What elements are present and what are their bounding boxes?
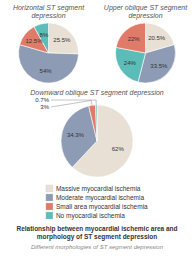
legend-swatch [46,194,53,201]
main-title: Relationship between myocardial ischemic… [16,225,177,241]
slices [18,23,78,83]
data-label: 12.5% [25,38,43,44]
text-line: Different morphologies of ST segment dep… [31,244,164,250]
legend-label: Moderate myocardial ischemia [56,194,145,202]
pie: 62% 34.3% 0.7%3% [35,97,133,177]
legend-label: Massive myocardial ischemia [56,185,141,193]
legend-label: Small area myocardial ischemia [56,203,148,211]
leader-line [51,100,92,107]
data-label: 0.7% [35,97,49,103]
text-line: morphology of ST segment depression [37,233,158,241]
data-label: 20.5% [148,35,166,41]
pie-slice [89,105,97,141]
pie: 20.5% 33.5% 24% 22% [115,23,175,83]
legend-item: No myocardial ischemia [46,212,125,220]
legend: Massive myocardial ischemiaModerate myoc… [46,185,148,220]
pie-slice [115,47,145,82]
pie: 25.5% 54% 12.5%8% [18,23,78,83]
legend-item: Moderate myocardial ischemia [46,194,145,202]
data-label: 3% [40,104,49,110]
chart-title: Horizontal ST segmentdepression [13,4,85,20]
data-label: 24% [124,60,137,66]
text-line: Upper oblique ST segment [104,4,188,12]
text-line: Relationship between myocardial ischemic… [16,225,177,233]
pie-slice [49,23,79,54]
data-label: 54% [40,68,53,74]
subtitle: Different morphologies of ST segment dep… [31,244,164,250]
text-line: depression [31,12,65,20]
data-labels: 62% 34.3% 0.7%3% [35,97,124,152]
slices [115,23,175,83]
data-label: 8% [40,32,49,38]
legend-item: Small area myocardial ischemia [46,203,148,211]
legend-item: Massive myocardial ischemia [46,185,141,193]
data-labels: 25.5% 54% 12.5%8% [25,32,71,74]
text-line: Downward oblique ST segment depression [30,89,164,97]
pie-slice [116,23,145,53]
data-labels: 20.5% 33.5% 24% 22% [124,35,168,69]
data-label: 34.3% [67,132,85,138]
data-label: 25.5% [53,37,71,43]
text-line: Horizontal ST segment [13,4,85,12]
chart-title: Upper oblique ST segmentdepression [104,4,188,20]
slices [61,105,133,177]
data-label: 22% [128,36,141,42]
data-label: 62% [112,146,125,152]
data-label: 33.5% [150,63,168,69]
legend-swatch [46,203,53,210]
chart-svg: Horizontal ST segmentdepressionUpper obl… [0,0,194,280]
pie-slice [95,105,97,141]
text-line: depression [128,12,162,20]
legend-label: No myocardial ischemia [56,212,125,220]
legend-swatch [46,185,53,192]
chart-title: Downward oblique ST segment depression [30,89,164,97]
pie-slice [61,106,97,167]
chart-container: Horizontal ST segmentdepressionUpper obl… [0,0,194,280]
legend-swatch [46,212,53,219]
